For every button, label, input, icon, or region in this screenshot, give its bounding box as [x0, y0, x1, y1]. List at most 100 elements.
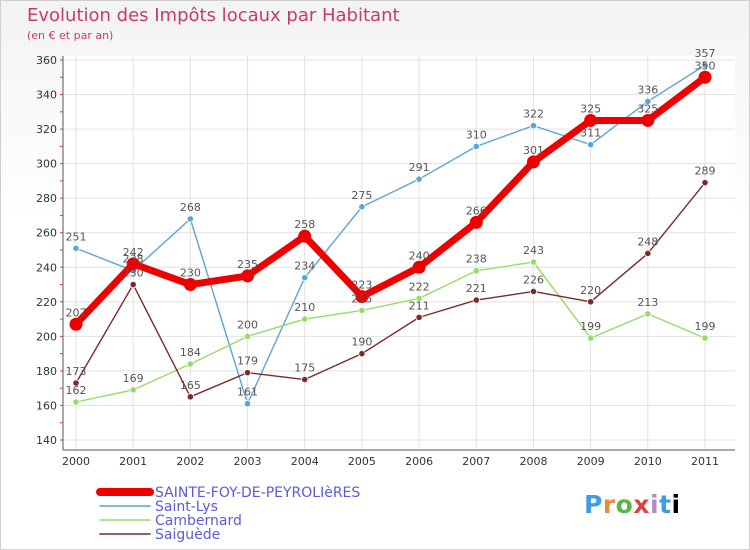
series-line-1: [75, 64, 706, 405]
y-tick-label: 200: [36, 330, 57, 343]
data-point: [587, 298, 595, 306]
logo-letter: o: [615, 490, 634, 519]
logo-letter: r: [602, 490, 616, 519]
data-label: 222: [409, 280, 430, 293]
data-label: 175: [294, 362, 315, 375]
x-tick-label: 2000: [62, 455, 90, 468]
data-label: 234: [294, 260, 315, 273]
data-label: 251: [66, 230, 87, 243]
data-label: 310: [466, 128, 487, 141]
x-tick-label: 2009: [577, 455, 605, 468]
data-point: [186, 215, 194, 223]
data-point: [472, 142, 480, 150]
data-point: [529, 122, 538, 130]
data-label: 238: [123, 253, 144, 266]
data-label: 238: [466, 253, 487, 266]
data-point: [644, 310, 652, 318]
logo-letter: i: [650, 490, 660, 519]
data-label: 223: [351, 279, 372, 292]
data-label: 248: [637, 235, 658, 248]
data-point: [72, 398, 80, 406]
data-label: 289: [695, 165, 716, 178]
data-label: 301: [523, 144, 544, 157]
x-tick-label: 2003: [234, 455, 262, 468]
data-label: 235: [237, 258, 258, 271]
data-label: 242: [123, 246, 144, 259]
data-point: [644, 97, 652, 106]
data-point: [529, 258, 538, 266]
data-label: 325: [637, 102, 658, 115]
data-point: [412, 260, 426, 274]
data-label: 169: [123, 372, 144, 385]
data-point: [301, 274, 309, 282]
data-label: 243: [523, 244, 544, 257]
data-point: [415, 313, 423, 321]
data-point: [472, 296, 480, 304]
x-tick-label: 2010: [634, 455, 662, 468]
data-label: 207: [66, 306, 87, 319]
data-point: [301, 375, 309, 384]
data-label: 240: [409, 249, 430, 262]
y-tick-label: 160: [36, 399, 57, 412]
data-point: [641, 113, 655, 127]
y-tick-label: 320: [36, 123, 57, 136]
data-point: [129, 386, 137, 394]
series-line-0: [72, 73, 709, 328]
data-label: 199: [580, 320, 601, 333]
data-label: 221: [466, 282, 487, 295]
data-label: 211: [409, 299, 430, 312]
logo-letter: P: [584, 490, 603, 519]
legend-label: Saiguède: [155, 527, 220, 543]
data-label: 230: [123, 267, 144, 280]
data-point: [701, 61, 709, 69]
data-label: 200: [237, 318, 258, 331]
data-label: 215: [351, 292, 372, 305]
data-point: [701, 179, 709, 187]
y-tick-label: 280: [36, 192, 57, 205]
x-tick-label: 2001: [119, 455, 147, 468]
data-label: 266: [466, 204, 487, 217]
series-line-2: [75, 261, 706, 403]
data-point: [243, 369, 252, 377]
data-label: 311: [580, 127, 601, 140]
data-label: 291: [409, 161, 430, 174]
data-point: [69, 317, 83, 331]
proxiti-logo: Proxiti: [584, 490, 681, 519]
data-point: [358, 203, 366, 211]
data-label: 258: [294, 218, 315, 231]
x-tick-label: 2002: [176, 455, 204, 468]
data-label: 179: [237, 355, 258, 368]
legend-label: Cambernard: [155, 513, 242, 529]
legend-label: Saint-Lys: [155, 499, 218, 515]
data-label: 322: [523, 108, 544, 121]
data-label: 350: [695, 59, 716, 72]
data-point: [358, 350, 366, 358]
data-point: [472, 267, 480, 275]
data-point: [241, 269, 255, 283]
series-line-3: [75, 181, 706, 398]
logo-letter: i: [671, 490, 681, 519]
data-point: [644, 249, 652, 258]
data-point: [526, 155, 540, 169]
data-point: [469, 215, 483, 229]
data-point: [186, 393, 194, 401]
x-tick-label: 2011: [691, 455, 719, 468]
y-tick-label: 300: [36, 158, 57, 171]
data-point: [701, 334, 709, 342]
x-tick-label: 2005: [348, 455, 376, 468]
data-point: [355, 290, 369, 304]
data-point: [126, 257, 140, 271]
data-point: [358, 306, 366, 315]
data-label: 190: [351, 336, 372, 349]
plot-area: [63, 56, 735, 450]
data-point: [529, 287, 538, 296]
data-label: 210: [294, 301, 315, 314]
data-label: 165: [180, 379, 201, 392]
data-label: 162: [66, 384, 87, 397]
data-label: 357: [695, 47, 716, 60]
data-label: 268: [180, 201, 201, 214]
y-tick-label: 360: [36, 54, 57, 67]
data-label: 213: [637, 296, 658, 309]
y-tick-label: 220: [36, 296, 57, 309]
data-point: [243, 332, 252, 340]
